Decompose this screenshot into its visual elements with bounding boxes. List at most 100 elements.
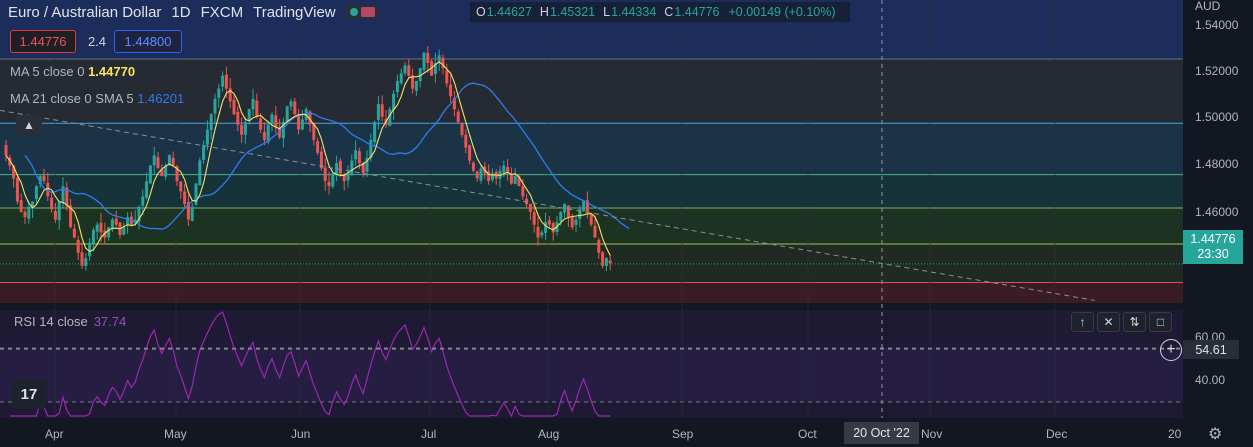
candle-body <box>464 134 468 148</box>
candle-body <box>323 167 327 182</box>
candlestick-series <box>4 46 612 271</box>
candle-body <box>589 214 593 225</box>
exchange: FXCM <box>200 3 244 21</box>
ma5-legend[interactable]: MA 5 close 0 1.44770 <box>10 64 135 79</box>
candle-body <box>426 52 430 63</box>
candle-body <box>608 260 612 264</box>
time-tick: Aug <box>538 427 560 441</box>
market-status-icons[interactable] <box>345 5 379 19</box>
rsi-value: 37.74 <box>93 314 127 329</box>
candle-body <box>300 119 304 130</box>
market-open-icon <box>349 8 358 16</box>
candle-body <box>449 84 453 97</box>
ma5-value: 1.44770 <box>88 64 136 79</box>
spread-value: 2.4 <box>87 34 107 49</box>
ma21-legend[interactable]: MA 21 close 0 SMA 5 1.46201 <box>10 91 184 106</box>
open-label: O <box>476 5 486 19</box>
candle-body <box>597 239 601 253</box>
candle-body <box>243 121 247 135</box>
candle-body <box>350 160 354 175</box>
candle-body <box>559 211 563 222</box>
current-price-label: 1.44776 23:30 <box>1183 230 1243 264</box>
zone-band <box>0 282 1183 303</box>
candle-body <box>369 139 373 158</box>
candle-body <box>122 227 126 235</box>
candle-body <box>19 200 23 212</box>
candle-body <box>316 141 320 153</box>
interval[interactable]: 1D <box>171 3 191 21</box>
pane-settings-button[interactable]: □ <box>1149 312 1172 332</box>
candle-body <box>540 232 544 236</box>
price-axis[interactable]: AUD 1.54000 1.52000 1.50000 1.48000 1.46… <box>1183 0 1253 447</box>
candle-body <box>4 145 8 156</box>
zone-band <box>0 243 1183 283</box>
ma21-value: 1.46201 <box>137 91 185 106</box>
candle-body <box>88 242 92 257</box>
add-alert-plus-icon[interactable]: + <box>1160 339 1182 361</box>
candle-body <box>441 57 445 69</box>
source: TradingView <box>253 3 336 21</box>
candle-body <box>418 68 422 82</box>
candle-body <box>471 162 475 171</box>
candle-body <box>490 173 494 180</box>
candle-body <box>509 174 513 184</box>
move-pane-up-button[interactable]: ↑ <box>1071 312 1094 332</box>
candle-body <box>217 88 221 98</box>
buy-button[interactable]: 1.44800 <box>114 30 182 53</box>
candle-body <box>502 165 506 173</box>
candle-body <box>209 114 213 131</box>
trend-line[interactable] <box>0 109 1183 301</box>
candle-body <box>365 157 369 172</box>
crosshair <box>0 0 1183 418</box>
candle-body <box>202 145 206 160</box>
tradingview-logo[interactable]: 17 <box>12 379 46 409</box>
candle-body <box>414 80 418 91</box>
candle-body <box>327 181 331 187</box>
close-value: 1.44776 <box>674 5 720 19</box>
candle-body <box>76 239 80 253</box>
collapse-legend-button[interactable]: ▲ <box>16 115 42 135</box>
candle-body <box>376 103 380 120</box>
time-tick: Sep <box>672 427 694 441</box>
candle-body <box>498 170 502 179</box>
high-label: H <box>539 5 549 19</box>
candle-body <box>247 109 251 121</box>
candle-body <box>308 111 312 125</box>
candle-body <box>342 174 346 182</box>
candle-body <box>190 206 194 221</box>
candle-body <box>84 258 88 267</box>
candle-body <box>357 151 361 164</box>
current-price: 1.44776 <box>1190 232 1236 246</box>
ma21-path <box>24 82 630 230</box>
sell-button[interactable]: 1.44776 <box>10 30 76 53</box>
candle-body <box>468 145 472 161</box>
delete-pane-button[interactable]: ✕ <box>1097 312 1120 332</box>
time-tick: Apr <box>45 427 64 441</box>
candle-body <box>167 155 171 165</box>
candle-body <box>12 165 16 179</box>
candle-body <box>433 62 437 74</box>
candle-body <box>266 124 270 143</box>
candle-body <box>346 173 350 181</box>
rsi-pane-controls: ↑ ✕ ⇅ □ <box>1071 312 1172 332</box>
ma5-label: MA 5 close 0 <box>10 64 85 79</box>
maximize-pane-button[interactable]: ⇅ <box>1123 312 1146 332</box>
time-tick: 20 <box>1168 427 1182 441</box>
candle-body <box>228 88 232 102</box>
candle-body <box>175 166 179 182</box>
candle-body <box>456 111 460 122</box>
symbol-name[interactable]: Euro / Australian Dollar <box>8 3 162 21</box>
candle-body <box>23 211 27 217</box>
collapse-arrows-icon: ⇅ <box>1129 315 1140 329</box>
candle-body <box>38 175 42 184</box>
candle-body <box>547 220 551 225</box>
gear-icon[interactable]: ⚙ <box>1208 426 1223 443</box>
rsi-tick: 40.00 <box>1195 373 1226 387</box>
candle-body <box>255 100 259 117</box>
candle-body <box>114 218 118 225</box>
rsi-band <box>0 348 1183 402</box>
candle-body <box>232 99 236 115</box>
rsi-legend[interactable]: RSI 14 close 37.74 <box>14 314 126 329</box>
currency-label[interactable]: AUD <box>1195 0 1221 13</box>
